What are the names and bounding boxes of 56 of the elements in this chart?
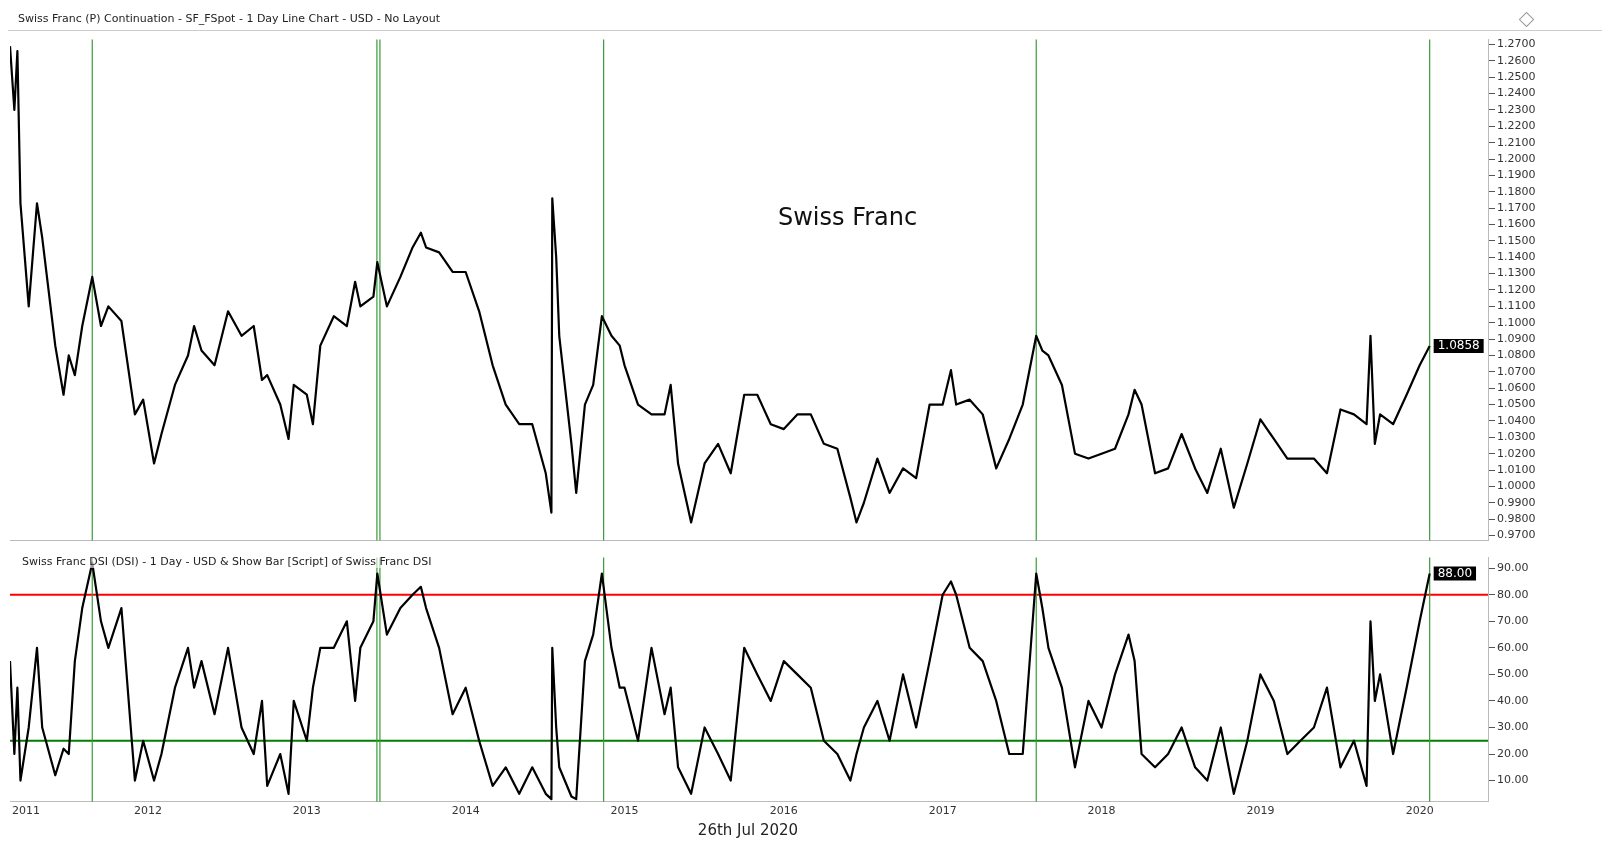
y-tick-label: 10.00 — [1497, 773, 1529, 787]
x-tick-label: 2015 — [610, 804, 639, 818]
x-tick-label: 2012 — [133, 804, 162, 818]
y-tick-label: 70.00 — [1497, 614, 1529, 628]
x-tick-label: 2011 — [12, 804, 41, 818]
y-tick-label: 1.1500 — [1497, 233, 1536, 247]
y-tick-label: 1.2100 — [1497, 135, 1536, 149]
y-tick-label: 1.0400 — [1497, 413, 1536, 427]
annotation: Swiss Franc — [778, 203, 918, 231]
y-tick-label: 1.2600 — [1497, 53, 1536, 67]
y-tick-label: 1.2700 — [1497, 37, 1536, 51]
x-tick-label: 2020 — [1405, 804, 1434, 818]
y-tick-label: 1.2000 — [1497, 151, 1536, 165]
y-tick-label: 1.0700 — [1497, 364, 1536, 378]
y-tick-label: 1.1800 — [1497, 184, 1536, 198]
y-tick-label: 1.2500 — [1497, 70, 1536, 84]
y-tick-label: 1.1300 — [1497, 266, 1536, 280]
y-tick-label: 0.9800 — [1497, 511, 1536, 525]
y-tick-label: 80.00 — [1497, 587, 1529, 601]
y-tick-label: 1.2200 — [1497, 119, 1536, 133]
y-tick-label: 1.2300 — [1497, 102, 1536, 116]
y-tick-label: 1.1600 — [1497, 217, 1536, 231]
y-tick-label: 1.1200 — [1497, 282, 1536, 296]
y-tick-label: 1.1900 — [1497, 168, 1536, 182]
chart-title: Swiss Franc (P) Continuation - SF_FSpot - 1 Day Line Chart - USD - No Layout — [18, 12, 441, 25]
y-tick-label: 1.0600 — [1497, 381, 1536, 395]
y-tick-label: 40.00 — [1497, 693, 1529, 707]
chart-title: Swiss Franc DSI (DSI) - 1 Day - USD & Show Bar [Script] of Swiss Franc DSI — [22, 555, 432, 568]
y-tick-label: 60.00 — [1497, 640, 1529, 654]
y-tick-label: 0.9700 — [1497, 528, 1536, 542]
x-tick-label: 2016 — [769, 804, 798, 818]
y-tick-label: 50.00 — [1497, 667, 1529, 681]
y-tick-label: 1.2400 — [1497, 86, 1536, 100]
annotation: 88.00 — [1437, 565, 1473, 580]
text: 26th Jul 2020 — [696, 821, 800, 841]
y-tick-label: 1.0300 — [1497, 430, 1536, 444]
annotation: 1.0858 — [1437, 338, 1480, 353]
y-tick-label: 1.1000 — [1497, 315, 1536, 329]
y-tick-label: 1.1100 — [1497, 299, 1536, 313]
y-tick-label: 1.0500 — [1497, 397, 1536, 411]
x-tick-label: 2013 — [292, 804, 321, 818]
x-tick-label: 2019 — [1246, 804, 1275, 818]
y-tick-label: 1.0100 — [1497, 462, 1536, 476]
y-tick-label: 1.1400 — [1497, 250, 1536, 264]
y-tick-label: 20.00 — [1497, 746, 1529, 760]
y-tick-label: 1.0900 — [1497, 331, 1536, 345]
y-tick-label: 0.9900 — [1497, 495, 1536, 509]
x-tick-label: 2014 — [451, 804, 480, 818]
y-tick-label: 1.0200 — [1497, 446, 1536, 460]
y-tick-label: 1.1700 — [1497, 201, 1536, 215]
y-tick-label: 1.0000 — [1497, 479, 1536, 493]
y-tick-label: 1.0800 — [1497, 348, 1536, 362]
y-tick-label: 90.00 — [1497, 561, 1529, 575]
x-tick-label: 2018 — [1087, 804, 1116, 818]
y-tick-label: 30.00 — [1497, 720, 1529, 734]
x-tick-label: 2017 — [928, 804, 957, 818]
